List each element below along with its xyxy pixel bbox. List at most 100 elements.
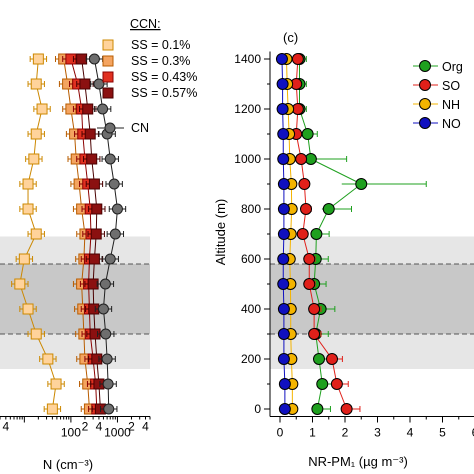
- data-point: [14, 278, 26, 290]
- legend-marker: [102, 71, 114, 83]
- panel-nr-pm1: 0 200 400 600 800 1000 1200 1400 0 1 2 3 4 5 6 NR-PM₁ (…: [213, 30, 474, 469]
- data-point: [311, 403, 324, 415]
- data-point: [30, 128, 42, 140]
- data-point: [291, 53, 304, 65]
- data-point: [277, 303, 290, 315]
- data-point: [97, 103, 109, 115]
- shaded-band: [270, 264, 474, 334]
- y-tick-label: 1000: [234, 152, 261, 166]
- data-point: [296, 228, 309, 240]
- data-point: [32, 53, 44, 65]
- legend-label: Org: [442, 60, 463, 74]
- y-tick-label: 200: [241, 352, 261, 366]
- x-tick-label: 1: [309, 426, 316, 440]
- data-point: [99, 278, 111, 290]
- data-point: [277, 153, 290, 165]
- y-tick-label: 1400: [234, 52, 261, 66]
- y-axis-label: Altitude (m): [213, 199, 228, 265]
- data-point: [303, 253, 316, 265]
- data-point: [355, 178, 368, 190]
- x-tick-label: 1000: [104, 426, 131, 440]
- x-tick-label: 4: [142, 420, 149, 434]
- legend: CCN: SS = 0.1% SS = 0.3% SS = 0.43% SS = 0.5…: [97, 17, 197, 135]
- data-point: [275, 53, 288, 65]
- x-tick-label: 2: [128, 420, 135, 434]
- data-point: [278, 378, 291, 390]
- x-tick-label: 2: [342, 426, 349, 440]
- series-ss-0-1-: [11, 53, 65, 415]
- data-point: [87, 278, 99, 290]
- data-point: [86, 153, 98, 165]
- x-tick-label: 0: [277, 426, 284, 440]
- data-point: [104, 153, 116, 165]
- data-point: [277, 128, 290, 140]
- data-point: [330, 378, 343, 390]
- data-point: [295, 153, 308, 165]
- x-axis-label: NR-PM₁ (µg m⁻³): [308, 454, 408, 469]
- data-point: [326, 353, 338, 365]
- data-point: [277, 253, 290, 265]
- y-tick-label: 600: [241, 252, 261, 266]
- data-point: [277, 353, 290, 365]
- data-point: [303, 278, 316, 290]
- data-point: [278, 403, 291, 415]
- legend-marker: [419, 117, 431, 129]
- x-tick-label: 4: [407, 426, 414, 440]
- legend-marker: [419, 98, 431, 110]
- data-point: [97, 303, 109, 315]
- shaded-band: [0, 334, 150, 369]
- y-tick-label: 0: [254, 402, 261, 416]
- legend-label: SS = 0.57%: [131, 86, 197, 100]
- data-point: [100, 328, 112, 340]
- data-point: [301, 128, 314, 140]
- data-point: [30, 228, 42, 240]
- data-point: [108, 178, 120, 190]
- legend-label: SS = 0.1%: [131, 38, 190, 52]
- data-point: [101, 353, 113, 365]
- x-axis-label: N (cm⁻³): [43, 457, 93, 472]
- data-point: [103, 403, 115, 415]
- data-point: [102, 378, 114, 390]
- x-tick-label: 4: [96, 420, 103, 434]
- data-point: [88, 178, 100, 190]
- data-point: [50, 378, 62, 390]
- legend-label: NH: [442, 98, 460, 112]
- data-point: [308, 303, 321, 315]
- data-point: [313, 353, 325, 365]
- legend-label: SS = 0.3%: [131, 54, 190, 68]
- shaded-band: [0, 264, 150, 334]
- data-point: [22, 303, 34, 315]
- y-tick-label: 1200: [234, 102, 261, 116]
- data-point: [277, 328, 290, 340]
- y-tick-label: 800: [241, 202, 261, 216]
- data-point: [42, 353, 54, 365]
- data-point: [277, 203, 290, 215]
- series-no: [275, 53, 291, 415]
- data-point: [322, 203, 335, 215]
- data-point: [82, 103, 94, 115]
- x-tick-label: 5: [439, 426, 446, 440]
- legend-marker: [102, 55, 114, 67]
- legend: Org SO NH NO: [413, 60, 463, 131]
- legend-label: NO: [442, 117, 461, 131]
- legend-title: CCN:: [130, 17, 161, 31]
- data-point: [277, 278, 290, 290]
- data-point: [36, 103, 48, 115]
- data-point: [277, 228, 290, 240]
- data-point: [18, 253, 30, 265]
- data-point: [109, 228, 121, 240]
- data-point: [22, 178, 34, 190]
- data-point: [298, 178, 311, 190]
- data-point: [30, 328, 42, 340]
- data-point: [93, 78, 105, 90]
- x-tick-label: 6: [472, 426, 474, 440]
- data-point: [316, 378, 329, 390]
- data-point: [79, 78, 91, 90]
- data-point: [88, 53, 100, 65]
- shaded-band: [270, 236, 474, 264]
- y-tick-label: 400: [241, 302, 261, 316]
- legend-marker: [102, 87, 114, 99]
- panel-label: (c): [283, 30, 298, 45]
- legend-marker: [102, 39, 114, 51]
